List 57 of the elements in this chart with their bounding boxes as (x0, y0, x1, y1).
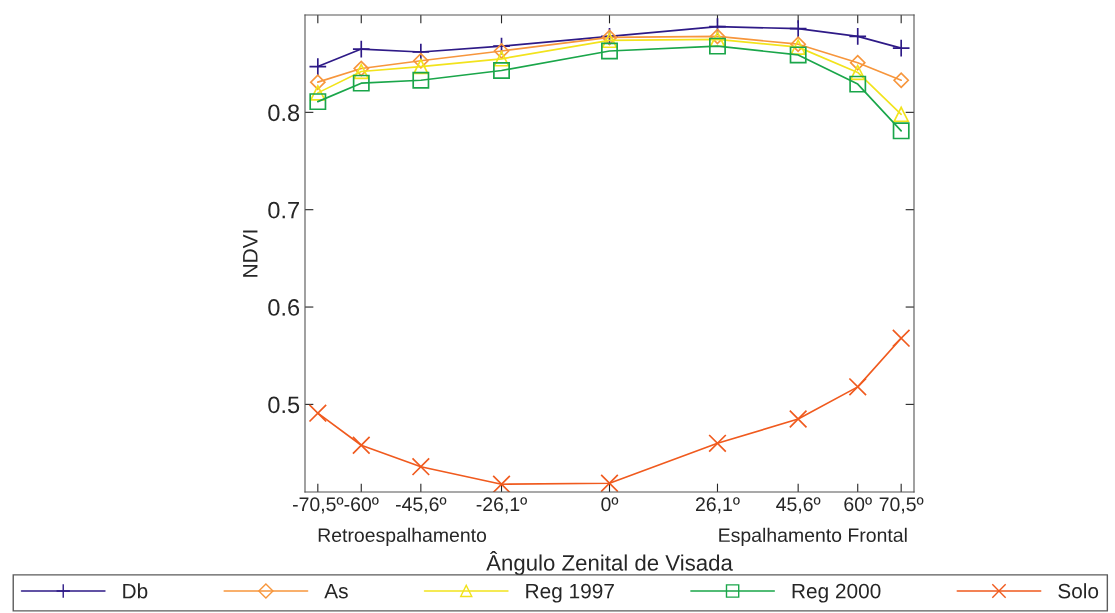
y-tick-label: 0.5 (268, 396, 300, 414)
x-tick-label: 26,1º (695, 497, 740, 514)
legend-label: Db (123, 583, 148, 599)
point (600, 474, 619, 492)
text: Retroespalhamento (318, 527, 487, 546)
point (708, 434, 727, 453)
point (308, 403, 327, 423)
y-tick-label: 0.7 (268, 201, 299, 219)
legend-label: Reg 1997 (526, 583, 614, 603)
point (849, 64, 866, 81)
point (788, 19, 808, 38)
point (412, 52, 429, 69)
point (709, 37, 726, 55)
point (352, 39, 371, 59)
point (310, 85, 326, 101)
point (411, 457, 431, 476)
point (848, 27, 867, 46)
point (893, 72, 910, 89)
x-tick-label: -70,5º (292, 497, 344, 514)
point (493, 43, 510, 59)
point (788, 409, 808, 429)
point (892, 329, 911, 348)
x-tick-label: 70,5º (879, 497, 924, 514)
point (848, 377, 867, 397)
point (493, 62, 510, 79)
x-tick-label: -26,1º (476, 497, 527, 514)
text: Espalhamento Frontal (719, 527, 907, 546)
point (352, 436, 371, 455)
point (893, 106, 909, 123)
point (309, 93, 327, 111)
point (413, 58, 429, 75)
legend-label: As (324, 583, 348, 599)
point (493, 51, 510, 67)
point (849, 54, 866, 71)
point (308, 57, 327, 76)
y-tick-label: 0.8 (268, 104, 300, 122)
x-tick-label: 45,6º (776, 497, 821, 514)
point (892, 38, 911, 58)
point (789, 46, 807, 64)
y-tick-label: 0.6 (268, 299, 300, 316)
x-tick-label: -60º (344, 497, 379, 512)
point (492, 475, 511, 492)
point (601, 42, 618, 60)
point (412, 71, 430, 89)
x-tick-label: 0º (601, 497, 619, 512)
x-tick-label: -45,6º (396, 497, 447, 514)
x-axis-title: Ângulo Zenital de Visada (486, 551, 733, 576)
y-axis-title: NDVI (243, 230, 258, 277)
point (309, 74, 326, 91)
legend-label: Solo (1058, 583, 1099, 599)
point (708, 17, 727, 36)
point (352, 74, 370, 92)
point (892, 122, 910, 140)
x-tick-label: 60º (844, 497, 872, 512)
point (849, 75, 867, 93)
point (411, 42, 431, 62)
legend-label: Reg 2000 (792, 583, 881, 603)
